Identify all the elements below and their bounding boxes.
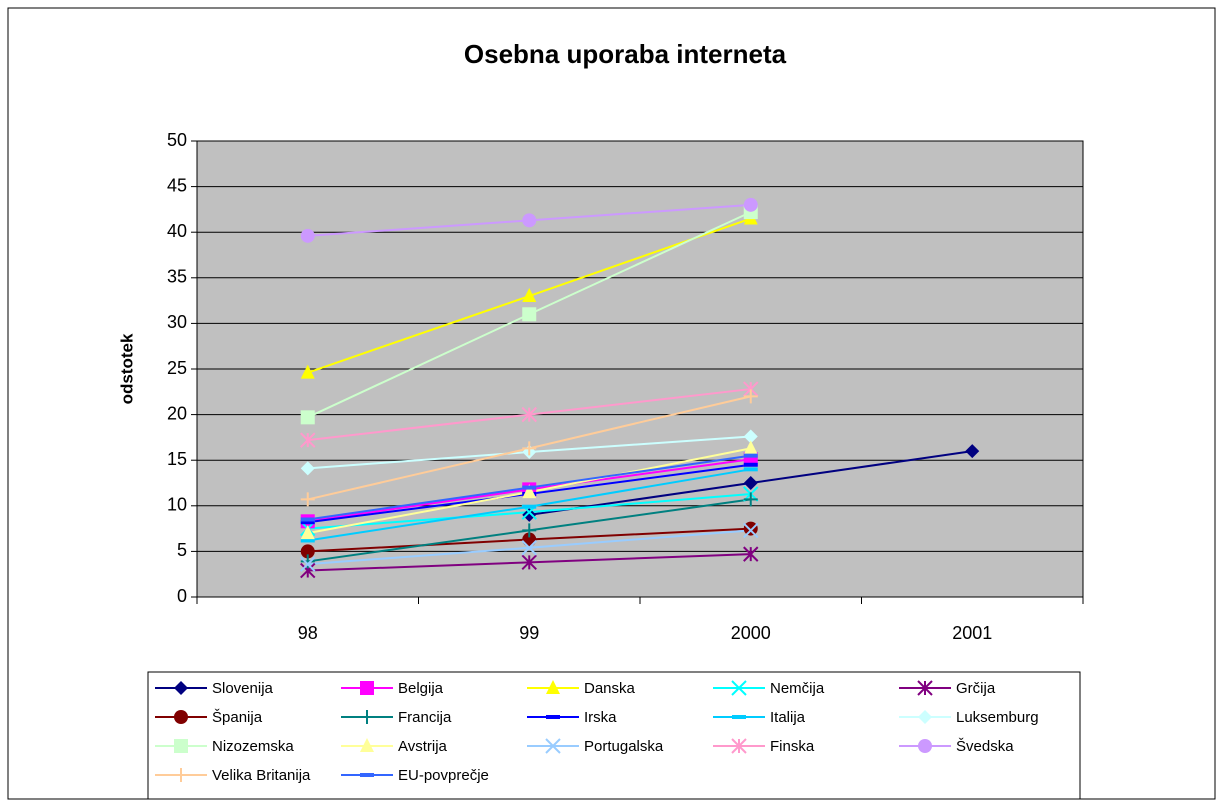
legend-label: Irska bbox=[584, 709, 617, 726]
y-tick-label: 5 bbox=[177, 540, 187, 560]
marker bbox=[522, 485, 537, 490]
legend-label: Švedska bbox=[956, 738, 1014, 755]
marker bbox=[174, 768, 188, 782]
y-tick-label: 15 bbox=[167, 449, 187, 469]
marker bbox=[300, 364, 315, 379]
marker bbox=[174, 710, 188, 724]
y-tick-label: 0 bbox=[177, 586, 187, 606]
marker bbox=[743, 197, 758, 212]
marker bbox=[522, 288, 537, 303]
marker bbox=[300, 228, 315, 243]
x-tick-label: 2000 bbox=[731, 623, 771, 643]
y-tick-label: 10 bbox=[167, 495, 187, 515]
marker bbox=[360, 710, 374, 724]
y-axis-label: odstotek bbox=[117, 333, 136, 404]
marker bbox=[174, 739, 188, 753]
marker bbox=[546, 680, 560, 694]
marker bbox=[918, 710, 932, 724]
marker bbox=[360, 773, 374, 777]
marker bbox=[300, 492, 315, 507]
marker bbox=[360, 681, 374, 695]
marker bbox=[743, 492, 758, 507]
legend-label: Slovenija bbox=[212, 680, 274, 697]
marker bbox=[521, 554, 537, 571]
x-tick-label: 99 bbox=[519, 623, 539, 643]
marker bbox=[300, 410, 315, 425]
legend-label: Belgija bbox=[398, 680, 444, 697]
marker bbox=[522, 507, 537, 522]
legend-label: Velika Britanija bbox=[212, 767, 311, 784]
marker bbox=[743, 462, 758, 467]
y-tick-label: 20 bbox=[167, 403, 187, 423]
marker bbox=[522, 213, 537, 228]
marker bbox=[300, 432, 316, 448]
marker bbox=[743, 440, 758, 455]
marker bbox=[918, 739, 932, 753]
marker bbox=[521, 540, 537, 556]
marker bbox=[300, 461, 315, 476]
y-tick-label: 40 bbox=[167, 221, 187, 241]
y-tick-label: 25 bbox=[167, 358, 187, 378]
marker bbox=[917, 680, 933, 696]
marker bbox=[732, 715, 746, 719]
marker bbox=[521, 406, 537, 423]
legend-label: Španija bbox=[212, 709, 263, 726]
legend-label: Francija bbox=[398, 709, 452, 726]
y-tick-label: 35 bbox=[167, 267, 187, 287]
marker bbox=[300, 525, 315, 540]
legend-label: Grčija bbox=[956, 680, 996, 697]
marker bbox=[300, 538, 315, 543]
marker bbox=[522, 504, 537, 509]
marker bbox=[300, 556, 316, 572]
chart-title: Osebna uporaba interneta bbox=[464, 39, 787, 69]
legend-label: Nemčija bbox=[770, 680, 825, 697]
marker bbox=[546, 715, 560, 719]
marker bbox=[743, 521, 758, 536]
marker bbox=[743, 522, 759, 539]
marker bbox=[522, 307, 537, 322]
marker bbox=[743, 429, 758, 444]
marker bbox=[522, 484, 537, 499]
y-tick-label: 45 bbox=[167, 175, 187, 195]
marker bbox=[731, 680, 747, 696]
marker bbox=[743, 476, 758, 490]
marker bbox=[965, 444, 980, 459]
marker bbox=[743, 546, 759, 562]
x-tick-label: 98 bbox=[298, 623, 318, 643]
legend-label: Luksemburg bbox=[956, 709, 1039, 726]
legend-label: Nizozemska bbox=[212, 738, 294, 755]
legend-label: Portugalska bbox=[584, 738, 664, 755]
marker bbox=[545, 738, 561, 754]
marker bbox=[360, 738, 374, 752]
marker bbox=[743, 389, 758, 404]
y-tick-label: 30 bbox=[167, 312, 187, 332]
marker bbox=[174, 681, 188, 695]
marker bbox=[522, 441, 537, 456]
marker bbox=[300, 544, 315, 559]
legend-label: Avstrija bbox=[398, 738, 448, 755]
marker bbox=[731, 738, 747, 754]
legend-label: EU-povprečje bbox=[398, 767, 489, 784]
marker bbox=[300, 520, 315, 525]
legend-label: Italija bbox=[770, 709, 806, 726]
legend-label: Finska bbox=[770, 738, 815, 755]
marker bbox=[522, 523, 537, 538]
marker bbox=[300, 517, 315, 522]
marker bbox=[743, 467, 758, 472]
marker bbox=[743, 453, 758, 458]
legend-label: Danska bbox=[584, 680, 636, 697]
x-tick-label: 2001 bbox=[952, 623, 992, 643]
y-tick-label: 50 bbox=[167, 130, 187, 150]
marker bbox=[300, 554, 315, 569]
